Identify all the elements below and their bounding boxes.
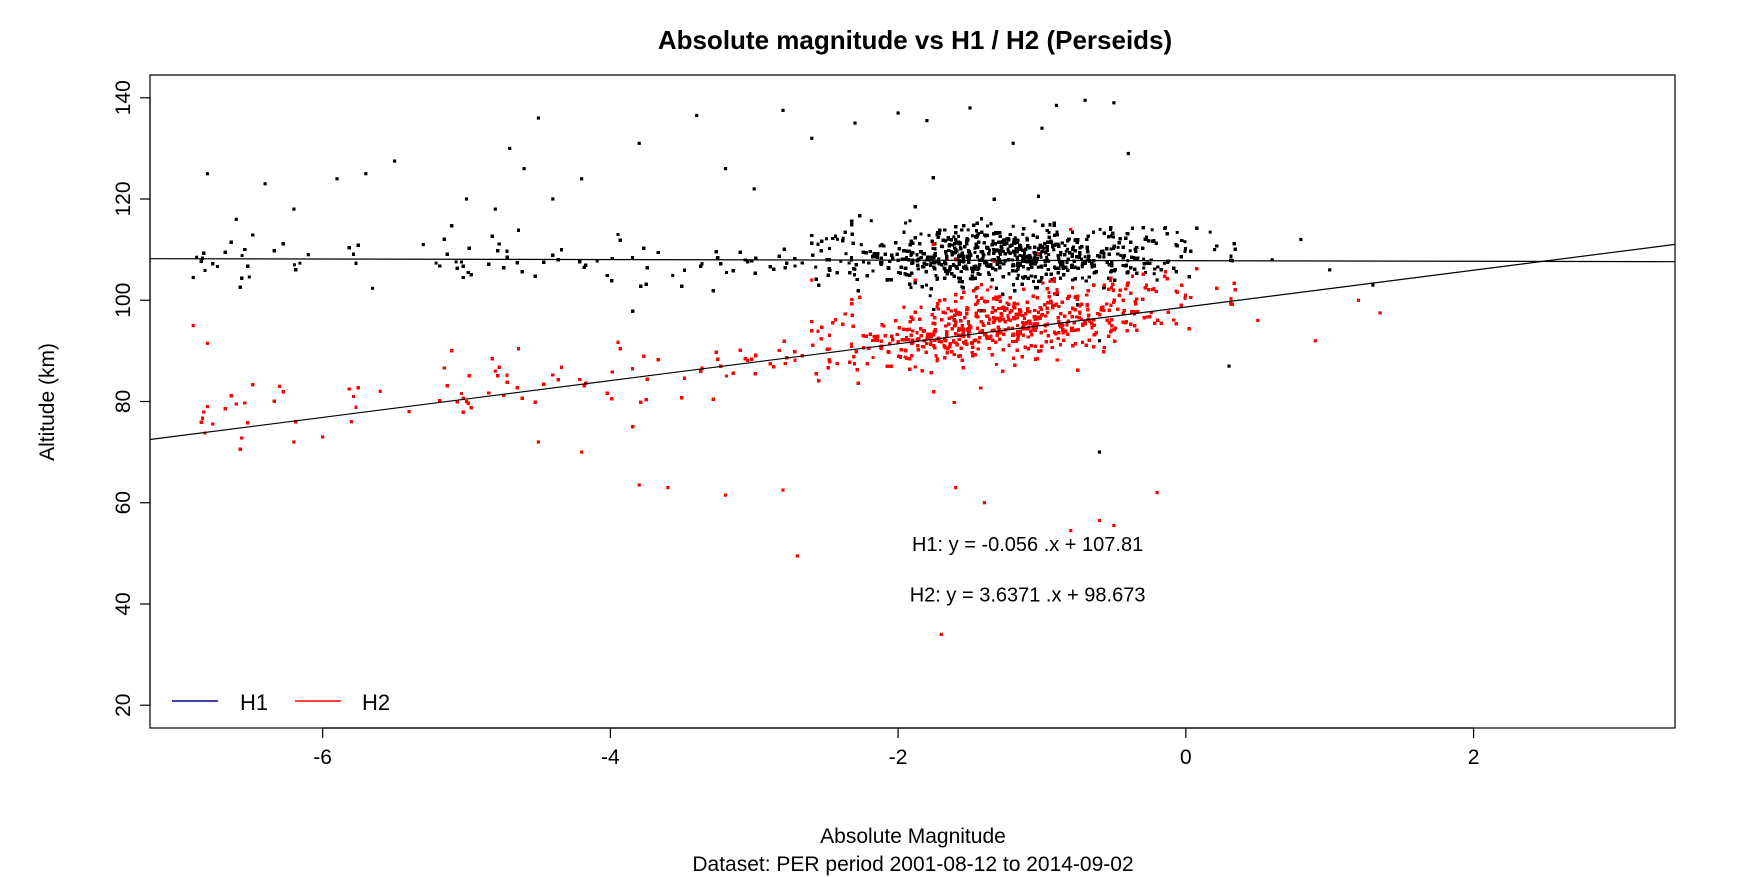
h1-point — [1063, 244, 1067, 247]
h1-point — [958, 245, 962, 249]
h1-point — [1056, 242, 1060, 246]
h1-point — [944, 252, 948, 256]
h1-point — [938, 232, 941, 236]
h1-point — [927, 233, 931, 237]
h1-point — [908, 219, 912, 223]
h1-point — [841, 236, 845, 240]
h1-point — [904, 221, 908, 225]
h1-point — [824, 237, 828, 241]
h1-point — [1016, 273, 1020, 277]
h1-point — [878, 244, 882, 248]
h1-point — [1066, 247, 1070, 251]
h1-point — [973, 246, 977, 250]
h1-point — [247, 275, 251, 279]
h1-point — [814, 265, 818, 269]
h1-point — [1036, 265, 1040, 269]
h1-point — [1150, 228, 1154, 232]
h1-point — [215, 265, 219, 268]
h1-point — [1128, 249, 1132, 253]
h1-point — [1039, 255, 1043, 259]
h1-point — [869, 219, 873, 223]
h1-point — [1144, 271, 1147, 274]
h1-point — [1080, 265, 1084, 269]
h1-point — [950, 250, 954, 254]
h1-point — [1021, 232, 1025, 236]
h1-point — [937, 257, 941, 261]
h1-point — [925, 283, 928, 287]
h1-point — [1142, 257, 1146, 261]
plot-frame — [149, 74, 1676, 729]
h1-point — [859, 243, 863, 247]
h1-point — [1208, 230, 1212, 234]
h1-point — [1047, 253, 1051, 257]
h1-point — [1102, 255, 1106, 259]
h1-point — [1071, 252, 1074, 256]
h1-point — [1175, 230, 1179, 234]
h1-point — [1071, 245, 1075, 249]
h1-point — [1018, 254, 1022, 257]
h1-point — [909, 286, 913, 290]
h1-point — [1064, 249, 1068, 253]
h1-point — [1013, 236, 1017, 240]
h1-point — [1183, 240, 1187, 244]
h1-point — [987, 271, 990, 275]
h1-point — [998, 252, 1002, 256]
h1-point — [1142, 266, 1146, 270]
h1-point — [371, 286, 374, 290]
h1-points — [191, 98, 1375, 454]
h1-point — [952, 235, 956, 239]
h1-point — [1022, 253, 1026, 257]
chart-title: Absolute magnitude vs H1 / H2 (Perseids) — [658, 25, 1172, 55]
h1-point — [240, 254, 244, 258]
h1-point — [1033, 219, 1037, 223]
h1-point — [973, 250, 977, 254]
h1-point — [839, 259, 843, 263]
h1-point — [671, 273, 675, 277]
h1-point — [978, 273, 982, 276]
h1-point — [1032, 279, 1035, 283]
h1-point — [195, 255, 199, 259]
h1-point — [1011, 224, 1015, 228]
h1-point — [1042, 246, 1046, 250]
h1-point — [957, 234, 960, 238]
h1-point — [973, 267, 977, 271]
h1-point — [1152, 272, 1156, 276]
h1-point — [1013, 253, 1017, 257]
h1-point — [966, 228, 970, 232]
h1-point — [970, 234, 974, 238]
h1-point — [1025, 236, 1029, 240]
h1-point — [836, 237, 839, 241]
h1-point — [454, 260, 458, 264]
h1-point — [847, 261, 851, 265]
h1-point — [844, 252, 848, 256]
h1-point — [1116, 245, 1120, 249]
h1-point — [298, 261, 302, 265]
h1-point — [1052, 248, 1056, 252]
h1-point — [1162, 261, 1166, 265]
h1-point — [957, 280, 961, 284]
h1-point — [1098, 227, 1102, 231]
h1-point — [595, 259, 599, 263]
h1-point — [292, 263, 296, 267]
h1-point — [968, 277, 972, 281]
h1-point — [434, 261, 438, 265]
h1-point — [1083, 255, 1087, 259]
h1-point — [1022, 276, 1025, 280]
h1-point — [1045, 255, 1049, 259]
h1-point — [928, 294, 932, 298]
h1-point — [1059, 263, 1062, 267]
h1-point — [1119, 253, 1123, 257]
h1-point — [1059, 253, 1063, 257]
